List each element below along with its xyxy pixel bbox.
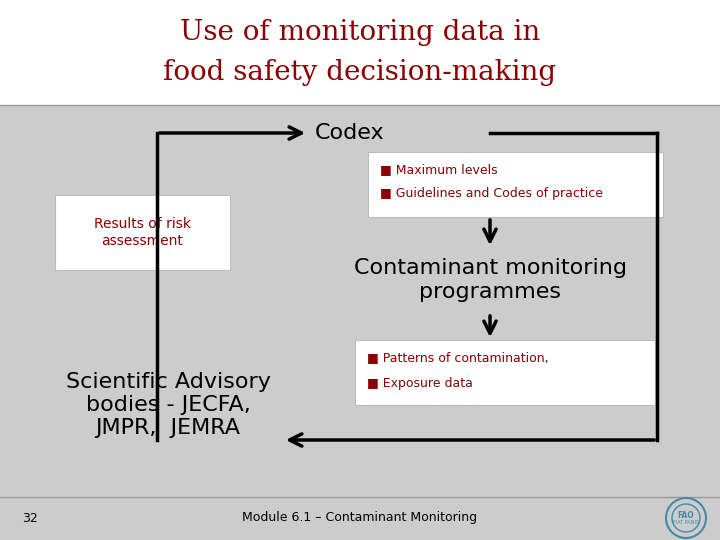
Text: FAO: FAO xyxy=(678,510,694,519)
Text: food safety decision-making: food safety decision-making xyxy=(163,58,557,85)
Text: ■ Maximum levels: ■ Maximum levels xyxy=(380,164,498,177)
Text: FIAT PANIS: FIAT PANIS xyxy=(673,521,699,525)
Text: Scientific Advisory
bodies - JECFA,
JMPR,  JEMRA: Scientific Advisory bodies - JECFA, JMPR… xyxy=(66,372,271,438)
Text: Module 6.1 – Contaminant Monitoring: Module 6.1 – Contaminant Monitoring xyxy=(243,511,477,524)
Bar xyxy=(0,0,720,105)
Text: Results of risk
assessment: Results of risk assessment xyxy=(94,218,191,248)
Bar xyxy=(55,195,230,270)
Text: Contaminant monitoring
programmes: Contaminant monitoring programmes xyxy=(354,259,626,302)
Text: 32: 32 xyxy=(22,511,37,524)
Bar xyxy=(355,340,655,405)
Text: Codex: Codex xyxy=(315,123,384,143)
Text: ■ Patterns of contamination,: ■ Patterns of contamination, xyxy=(367,352,549,365)
Circle shape xyxy=(666,498,706,538)
Text: ■ Exposure data: ■ Exposure data xyxy=(367,377,473,390)
Text: Use of monitoring data in: Use of monitoring data in xyxy=(180,18,540,45)
Text: ■ Guidelines and Codes of practice: ■ Guidelines and Codes of practice xyxy=(380,187,603,200)
Bar xyxy=(368,152,663,217)
